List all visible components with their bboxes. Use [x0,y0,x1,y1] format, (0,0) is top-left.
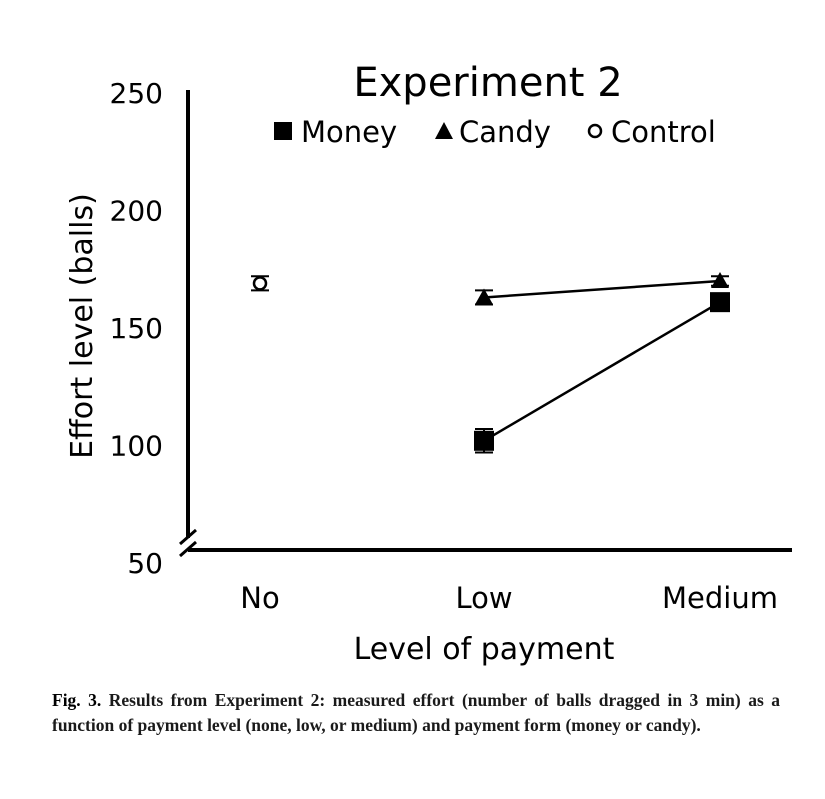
chart: Experiment 2 Money Candy Control 50 100 150 2… [65,60,792,667]
data-point-control [252,276,268,291]
legend-marker-control [587,123,603,139]
axis-break-mark [179,540,197,558]
x-tick-label: Medium [662,581,778,615]
axis-break-mark [179,528,197,546]
data-point-money [710,292,730,313]
caption-label: Fig. 3. [52,690,102,710]
y-tick-label: 50 [127,547,163,580]
y-tick-label: 150 [110,312,163,345]
data-point-candy [475,288,493,305]
figure-caption: Fig. 3. Results from Experiment 2: measu… [52,688,780,738]
data-point-candy [711,272,729,288]
x-tick-label: Low [455,581,512,615]
chart-title: Experiment 2 [353,60,622,106]
series-line-candy [483,279,721,299]
chart-marks [251,272,730,454]
legend-marker-money [274,122,292,140]
caption-text: Results from Experiment 2: measured effo… [52,690,780,735]
y-axis-label: Effort level (balls) [65,193,100,459]
legend-label-candy: Candy [459,115,551,149]
legend-label-money: Money [301,115,397,149]
y-tick-label: 250 [110,77,163,110]
legend: Money Candy Control [274,115,716,149]
data-point-money [474,430,494,451]
y-tick-label: 100 [110,430,163,463]
series-line-money [483,301,721,442]
x-tick-label: No [240,581,279,615]
legend-label-control: Control [611,115,716,149]
legend-marker-candy [435,122,453,139]
x-axis-label: Level of payment [354,632,615,667]
y-tick-label: 200 [110,195,163,228]
axes: 50 100 150 200 250 No Low Medium [110,77,792,615]
